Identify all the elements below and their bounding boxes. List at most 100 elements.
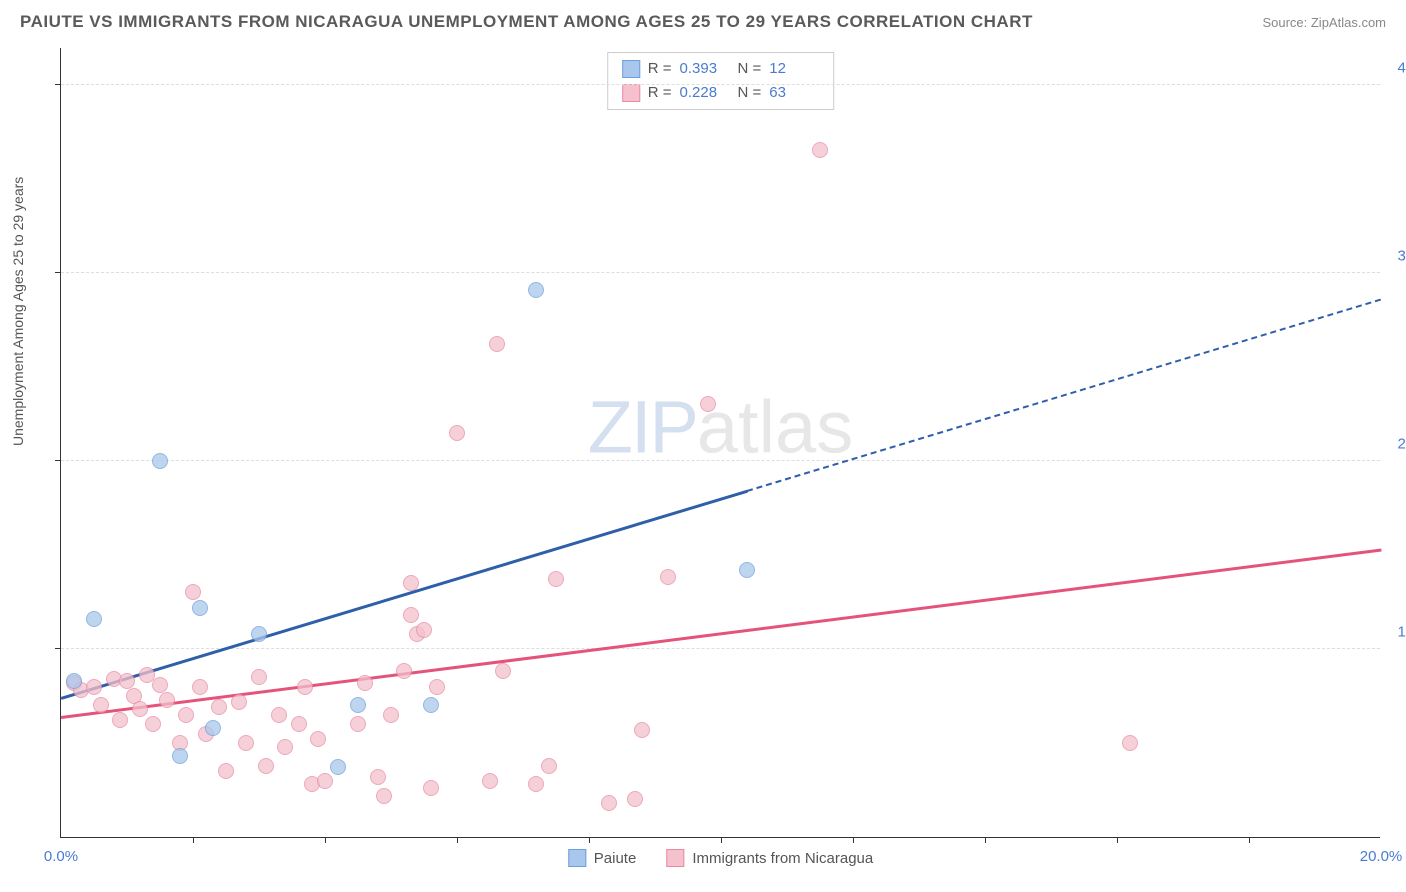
data-point [145, 716, 161, 732]
x-tick-mark [325, 837, 326, 843]
data-point [1122, 735, 1138, 751]
data-point [205, 720, 221, 736]
data-point [495, 663, 511, 679]
data-point [159, 692, 175, 708]
watermark-part2: atlas [697, 385, 853, 468]
data-point [93, 697, 109, 713]
gridline [61, 460, 1380, 461]
data-point [192, 600, 208, 616]
data-point [601, 795, 617, 811]
data-point [271, 707, 287, 723]
x-tick-label: 0.0% [44, 848, 78, 865]
data-point [152, 677, 168, 693]
data-point [310, 731, 326, 747]
data-point [383, 707, 399, 723]
data-point [528, 776, 544, 792]
data-point [370, 769, 386, 785]
data-point [211, 699, 227, 715]
data-point [258, 758, 274, 774]
data-point [634, 722, 650, 738]
data-point [172, 748, 188, 764]
y-tick-label: 30.0% [1385, 247, 1406, 264]
y-tick-mark [55, 84, 61, 85]
chart-plot-area: ZIPatlas R =0.393N =12R =0.228N =63 Paiu… [60, 48, 1380, 838]
data-point [291, 716, 307, 732]
watermark-part1: ZIP [588, 385, 697, 468]
data-point [86, 611, 102, 627]
x-tick-label: 20.0% [1360, 848, 1403, 865]
data-point [86, 679, 102, 695]
r-label: R = [648, 57, 672, 81]
data-point [251, 669, 267, 685]
data-point [330, 759, 346, 775]
legend-stats-box: R =0.393N =12R =0.228N =63 [607, 52, 835, 110]
data-point [66, 673, 82, 689]
legend-swatch [622, 60, 640, 78]
x-tick-mark [193, 837, 194, 843]
data-point [277, 739, 293, 755]
data-point [627, 791, 643, 807]
data-point [185, 584, 201, 600]
legend-swatch [666, 849, 684, 867]
x-tick-mark [853, 837, 854, 843]
data-point [231, 694, 247, 710]
legend-label: Paiute [594, 850, 637, 867]
chart-title: PAIUTE VS IMMIGRANTS FROM NICARAGUA UNEM… [20, 12, 1033, 32]
data-point [132, 701, 148, 717]
data-point [403, 607, 419, 623]
data-point [376, 788, 392, 804]
data-point [449, 425, 465, 441]
r-value: 0.393 [680, 57, 730, 81]
legend-label: Immigrants from Nicaragua [692, 850, 873, 867]
data-point [251, 626, 267, 642]
data-point [528, 282, 544, 298]
data-point [548, 571, 564, 587]
y-tick-mark [55, 272, 61, 273]
data-point [416, 622, 432, 638]
data-point [192, 679, 208, 695]
x-tick-mark [1117, 837, 1118, 843]
y-tick-label: 20.0% [1385, 435, 1406, 452]
gridline [61, 84, 1380, 85]
y-axis-label: Unemployment Among Ages 25 to 29 years [10, 177, 26, 446]
data-point [178, 707, 194, 723]
n-value: 12 [769, 57, 819, 81]
data-point [423, 780, 439, 796]
x-tick-mark [985, 837, 986, 843]
data-point [739, 562, 755, 578]
n-label: N = [738, 57, 762, 81]
data-point [812, 142, 828, 158]
legend-item: Paiute [568, 849, 637, 867]
y-tick-mark [55, 460, 61, 461]
data-point [317, 773, 333, 789]
data-point [350, 697, 366, 713]
y-tick-mark [55, 648, 61, 649]
data-point [700, 396, 716, 412]
data-point [541, 758, 557, 774]
data-point [112, 712, 128, 728]
trend-line [747, 299, 1381, 492]
x-tick-mark [1249, 837, 1250, 843]
x-tick-mark [721, 837, 722, 843]
legend-swatch [568, 849, 586, 867]
data-point [238, 735, 254, 751]
source-text: Source: ZipAtlas.com [1262, 15, 1386, 30]
gridline [61, 272, 1380, 273]
data-point [660, 569, 676, 585]
y-tick-label: 10.0% [1385, 623, 1406, 640]
data-point [297, 679, 313, 695]
data-point [350, 716, 366, 732]
y-tick-label: 40.0% [1385, 59, 1406, 76]
data-point [429, 679, 445, 695]
x-tick-mark [589, 837, 590, 843]
legend-series-box: Paiute Immigrants from Nicaragua [568, 849, 873, 867]
legend-stats-row: R = 0.393 N = 12 [622, 57, 820, 81]
data-point [218, 763, 234, 779]
legend-item: Immigrants from Nicaragua [666, 849, 873, 867]
data-point [482, 773, 498, 789]
gridline [61, 648, 1380, 649]
x-tick-mark [457, 837, 458, 843]
data-point [403, 575, 419, 591]
data-point [423, 697, 439, 713]
data-point [357, 675, 373, 691]
